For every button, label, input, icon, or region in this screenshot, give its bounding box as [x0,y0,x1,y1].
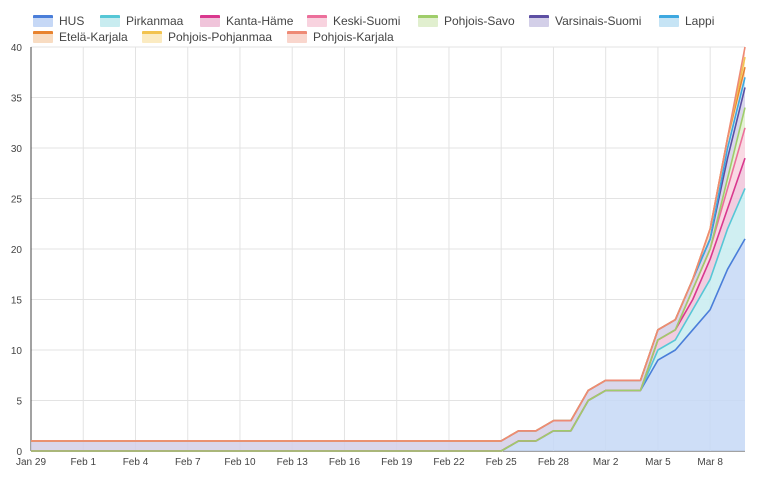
x-tick-label: Feb 1 [70,457,96,468]
x-tick-label: Feb 10 [224,457,256,468]
legend-swatch [659,15,679,27]
y-tick-label: 35 [11,94,23,105]
legend-swatch [33,15,53,27]
y-tick-label: 20 [11,245,23,256]
legend-row: Etelä-Karjala Pohjois-Pohjanmaa Pohjois-Ka… [0,30,768,47]
x-tick-label: Feb 28 [538,457,570,468]
line-pohjois-karjala [31,46,746,442]
x-tick-label: Feb 13 [277,457,309,468]
legend-label: Pohjois-Karjala [313,30,394,44]
x-tick-label: Mar 8 [697,457,723,468]
legend-label: HUS [59,14,85,28]
legend-swatch [529,15,549,27]
legend-row: HUS Pirkanmaa Kanta-Häme Keski-Suomi Pohjois… [0,14,768,31]
y-tick-label: 40 [11,43,23,54]
x-tick-label: Jan 29 [16,457,46,468]
legend-swatch [287,31,307,43]
legend-label: Pohjois-Pohjanmaa [168,30,273,44]
legend-label: Kanta-Häme [226,14,294,28]
area-hus [31,238,745,451]
x-tick-label: Mar 5 [645,457,671,468]
x-tick-label: Feb 25 [486,457,518,468]
y-tick-label: 0 [16,447,22,458]
y-tick-label: 15 [11,296,23,307]
y-tick-label: 25 [11,195,23,206]
legend-swatch [33,31,53,43]
x-tick-label: Feb 16 [329,457,361,468]
legend-swatch [142,31,162,43]
legend-label: Etelä-Karjala [59,30,128,44]
x-tick-label: Feb 22 [433,457,465,468]
legend-swatch [418,15,438,27]
legend-label: Pirkanmaa [126,14,184,28]
legend-swatch [307,15,327,27]
x-tick-label: Mar 2 [593,457,619,468]
legend-swatch [100,15,120,27]
y-tick-label: 5 [16,397,22,408]
x-tick-label: Feb 4 [123,457,149,468]
y-tick-label: 10 [11,346,23,357]
line-pohjois-savo [31,107,746,452]
legend-swatch [200,15,220,27]
x-tick-label: Feb 19 [381,457,413,468]
legend-label: Lappi [685,14,715,28]
legend-label: Varsinais-Suomi [555,14,642,28]
legend-label: Keski-Suomi [333,14,401,28]
y-tick-label: 30 [11,144,23,155]
x-tick-label: Feb 7 [175,457,201,468]
legend-label: Pohjois-Savo [444,14,515,28]
